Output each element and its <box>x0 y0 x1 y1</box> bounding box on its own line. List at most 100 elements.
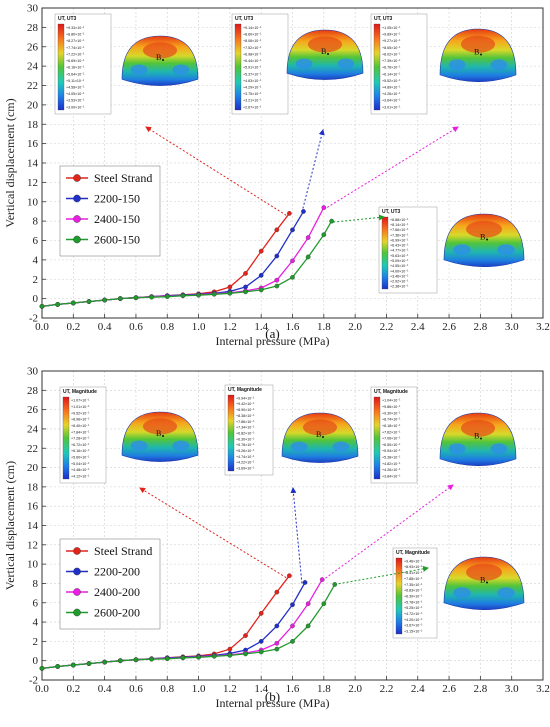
colorbar-value: +4.12×10⁻¹ <box>71 474 90 478</box>
legend-swatch-marker <box>73 174 81 182</box>
colorbar-value: +6.30×10⁻¹ <box>404 594 423 598</box>
colorbar-value: +4.26×10⁻¹ <box>382 92 401 96</box>
contour-inset: UT, UT3 +8.88×10⁻¹+8.14×10⁻¹+7.66×10⁻¹+7.… <box>378 206 525 294</box>
legend-label: 2400-200 <box>94 585 140 599</box>
y-tick-label: 16 <box>27 138 39 150</box>
data-point <box>301 209 306 214</box>
colorbar-value: +3.00×10⁻¹ <box>66 105 85 109</box>
y-tick-label: 10 <box>27 559 39 571</box>
data-point <box>305 601 311 607</box>
point-b-label: B <box>480 576 485 585</box>
colorbar-value: +2.67×10⁻¹ <box>243 105 262 109</box>
colorbar-value: +5.91×10⁻¹ <box>243 66 262 70</box>
data-point <box>290 258 295 264</box>
colorbar-value: +7.39×10⁻¹ <box>382 59 401 63</box>
colorbar-value: +6.43×10⁻¹ <box>390 244 409 248</box>
y-tick-label: 4 <box>33 254 39 266</box>
data-point <box>332 582 338 587</box>
data-point <box>39 304 45 309</box>
y-axis-label: Vertical displacement (cm) <box>3 461 17 590</box>
colorbar-value: +5.60×10⁻¹ <box>71 456 90 460</box>
data-point <box>243 271 248 276</box>
x-tick-label: 2.8 <box>474 683 488 695</box>
dome-contour-lobe <box>448 443 466 455</box>
colorbar-value: +9.94×10⁻¹ <box>236 396 255 400</box>
data-point <box>70 662 76 668</box>
inset-pointer-arrow <box>139 487 287 579</box>
colorbar-value: +8.88×10⁻¹ <box>390 218 409 222</box>
colorbar-value: +8.74×10⁻¹ <box>382 418 401 422</box>
colorbar-value: +4.48×10⁻¹ <box>71 468 90 472</box>
colorbar-value: +4.26×10⁻¹ <box>382 468 401 472</box>
colorbar-value: +1.05×10⁻¹ <box>382 26 401 30</box>
x-tick-label: 0.2 <box>66 683 80 695</box>
colorbar-value: +5.09×10⁻¹ <box>390 259 409 263</box>
colorbar-scale <box>234 23 242 111</box>
y-tick-label: 24 <box>27 61 39 73</box>
data-point <box>290 602 295 608</box>
x-tick-label: 3.0 <box>505 683 519 695</box>
colorbar-value: +3.67×10⁻¹ <box>404 624 423 628</box>
x-tick-label: 1.2 <box>223 321 237 333</box>
data-point <box>290 623 295 629</box>
colorbar-value: +3.69×10⁻¹ <box>236 467 255 471</box>
colorbar-value: +7.62×10⁻¹ <box>382 430 401 434</box>
colorbar-value: +5.52×10⁻¹ <box>382 79 401 83</box>
dome-contour-lobe <box>490 443 508 455</box>
inset-pointer-arrow <box>333 214 385 223</box>
legend-swatch-marker <box>73 608 81 617</box>
y-tick-label: 14 <box>27 158 39 170</box>
x-tick-label: 2.2 <box>380 683 394 695</box>
panel-label: (b) <box>265 689 280 704</box>
dome-contour-lobe <box>130 440 148 451</box>
data-point <box>274 589 280 595</box>
data-point <box>180 655 186 661</box>
legend-swatch-marker <box>73 588 81 596</box>
colorbar-scale <box>227 394 235 472</box>
colorbar-title: UT, Magnitude <box>63 389 97 395</box>
x-tick-label: 2.8 <box>474 321 488 333</box>
data-point <box>102 297 107 303</box>
colorbar-value: +9.42×10⁻¹ <box>236 402 255 406</box>
colorbar-value: +4.82×10⁻¹ <box>382 462 401 466</box>
legend: Steel Strand 2200-150 2400-150 2600-150 <box>59 165 161 257</box>
colorbar-value: +6.14×10⁻¹ <box>382 72 401 76</box>
colorbar-value: +3.01×10⁻¹ <box>382 105 401 109</box>
x-tick-label: 1.8 <box>317 683 331 695</box>
colorbar-value: +8.02×10⁻¹ <box>382 52 401 56</box>
data-point <box>321 601 327 607</box>
y-tick-label: 22 <box>27 443 38 455</box>
colorbar-value: +9.46×10⁻¹ <box>404 559 423 563</box>
colorbar-value: +6.98×10⁻¹ <box>243 52 262 56</box>
colorbar-value: +8.40×10⁻¹ <box>71 424 90 428</box>
point-b-marker <box>322 436 324 438</box>
data-point <box>258 649 264 655</box>
data-point <box>258 639 264 644</box>
dome-contour-peak <box>466 220 502 238</box>
data-point <box>227 653 233 658</box>
colorbar-value: +5.25×10⁻¹ <box>404 606 423 610</box>
colorbar-value: +8.65×10⁻¹ <box>382 46 401 50</box>
data-point <box>321 205 327 210</box>
y-tick-label: 6 <box>33 597 39 609</box>
colorbar-value: +4.00×10⁻¹ <box>390 269 409 273</box>
x-tick-label: 2.0 <box>348 321 362 333</box>
colorbar-value: +2.92×10⁻¹ <box>390 280 409 284</box>
colorbar-title: UT, UT3 <box>235 16 254 22</box>
colorbar-value: +6.16×10⁻¹ <box>66 66 85 70</box>
colorbar-value: +6.72×10⁻¹ <box>71 443 90 447</box>
dome-contour-lobe <box>497 244 515 256</box>
dome-contour-lobe <box>295 58 313 69</box>
colorbar-scale <box>62 396 70 480</box>
colorbar-value: +4.89×10⁻¹ <box>382 86 401 90</box>
colorbar-value: +8.41×10⁻¹ <box>404 571 423 575</box>
y-tick-label: 6 <box>33 235 39 247</box>
point-b-label: B <box>316 430 321 439</box>
contour-inset: UT, Magnitude +9.46×10⁻¹ +8.93×10⁻¹ +8.41×1… <box>392 547 525 639</box>
y-tick-label: 16 <box>27 501 39 513</box>
legend-swatch-marker <box>73 194 81 203</box>
colorbar-value: +3.21×10⁻¹ <box>243 99 262 103</box>
y-tick-label: 30 <box>27 366 39 378</box>
y-tick-label: 12 <box>27 539 38 551</box>
